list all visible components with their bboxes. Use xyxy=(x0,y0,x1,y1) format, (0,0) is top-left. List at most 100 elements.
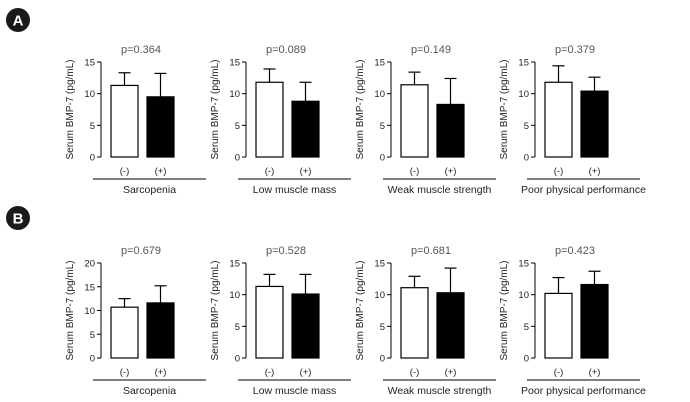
y-tick-label: 20 xyxy=(84,259,95,270)
y-tick-label: 5 xyxy=(380,322,385,333)
chart-title: p=0.528 xyxy=(266,245,306,257)
charts-container: p=0.364 Serum BMP-7 (pg/mL) 0 5 10 15 (-) (+) Sa… xyxy=(65,44,646,397)
bar-positive xyxy=(146,302,175,359)
bar-negative xyxy=(110,84,139,158)
y-axis-label: Serum BMP-7 (pg/mL) xyxy=(355,59,366,159)
category-label: (+) xyxy=(300,166,312,177)
chart-title: p=0.089 xyxy=(266,44,306,56)
category-label: (-) xyxy=(554,367,564,378)
x-axis-label: Poor physical performance xyxy=(521,385,646,397)
panel-label-a: A xyxy=(6,8,30,32)
bar-negative xyxy=(255,81,284,158)
x-axis-label: Weak muscle strength xyxy=(388,184,492,196)
category-label: (+) xyxy=(589,367,601,378)
panel-label-b: B xyxy=(6,206,30,230)
y-tick-label: 15 xyxy=(229,259,240,270)
category-label: (-) xyxy=(410,166,420,177)
chart-panel-a-3: p=0.149 Serum BMP-7 (pg/mL) 0 5 10 15 (-) (+) We… xyxy=(355,44,496,196)
x-axis-label: Poor physical performance xyxy=(521,184,646,196)
x-axis-label: Low muscle mass xyxy=(253,385,336,397)
y-tick-label: 10 xyxy=(374,89,385,100)
chart-title: p=0.681 xyxy=(411,245,451,257)
y-tick-label: 5 xyxy=(524,322,529,333)
chart-panel-a-2: p=0.089 Serum BMP-7 (pg/mL) 0 5 10 15 (-) (+) Lo… xyxy=(210,44,351,196)
bar-negative xyxy=(400,84,429,158)
y-tick-label: 15 xyxy=(374,259,385,270)
chart-title: p=0.149 xyxy=(411,44,451,56)
y-axis-label: Serum BMP-7 (pg/mL) xyxy=(65,59,76,159)
y-tick-label: 10 xyxy=(374,290,385,301)
x-axis-label: Weak muscle strength xyxy=(388,385,492,397)
y-tick-label: 15 xyxy=(84,282,95,293)
y-tick-label: 0 xyxy=(380,354,385,365)
y-tick-label: 5 xyxy=(235,322,240,333)
y-tick-label: 5 xyxy=(90,330,95,341)
y-tick-label: 0 xyxy=(90,354,95,365)
y-tick-label: 5 xyxy=(524,121,529,132)
bar-negative xyxy=(110,306,139,359)
x-axis-label: Sarcopenia xyxy=(123,184,176,196)
y-tick-label: 0 xyxy=(524,354,529,365)
bar-negative xyxy=(544,81,573,158)
y-axis-label: Serum BMP-7 (pg/mL) xyxy=(355,260,366,360)
y-tick-label: 15 xyxy=(84,58,95,69)
bar-positive xyxy=(580,90,609,158)
category-label: (-) xyxy=(410,367,420,378)
y-tick-label: 0 xyxy=(380,153,385,164)
panel-label-b-text: B xyxy=(13,211,24,228)
y-tick-label: 0 xyxy=(235,153,240,164)
y-tick-label: 15 xyxy=(374,58,385,69)
chart-panel-b-3: p=0.681 Serum BMP-7 (pg/mL) 0 5 10 15 (-) (+) We… xyxy=(355,245,496,397)
y-axis-label: Serum BMP-7 (pg/mL) xyxy=(499,260,510,360)
chart-title: p=0.423 xyxy=(555,245,595,257)
y-tick-label: 5 xyxy=(90,121,95,132)
chart-title: p=0.679 xyxy=(121,245,161,257)
y-tick-label: 0 xyxy=(524,153,529,164)
chart-panel-b-4: p=0.423 Serum BMP-7 (pg/mL) 0 5 10 15 (-) (+) Po… xyxy=(499,245,646,397)
bar-positive xyxy=(146,96,175,158)
chart-title: p=0.379 xyxy=(555,44,595,56)
y-tick-label: 10 xyxy=(518,290,529,301)
panel-label-a-text: A xyxy=(13,13,24,30)
panel-label-b-badge xyxy=(6,206,30,230)
y-tick-label: 10 xyxy=(84,89,95,100)
category-label: (-) xyxy=(120,166,130,177)
panel-label-a-badge xyxy=(6,8,30,32)
bar-positive xyxy=(436,292,465,359)
category-label: (+) xyxy=(589,166,601,177)
y-tick-label: 15 xyxy=(518,58,529,69)
y-tick-label: 5 xyxy=(380,121,385,132)
chart-panel-a-1: p=0.364 Serum BMP-7 (pg/mL) 0 5 10 15 (-) (+) Sa… xyxy=(65,44,206,196)
category-label: (-) xyxy=(120,367,130,378)
y-tick-label: 5 xyxy=(235,121,240,132)
chart-panel-b-2: p=0.528 Serum BMP-7 (pg/mL) 0 5 10 15 (-) (+) Lo… xyxy=(210,245,351,397)
category-label: (+) xyxy=(300,367,312,378)
chart-panel-b-1: p=0.679 Serum BMP-7 (pg/mL) 0 5 10 15 20 (-) (+)… xyxy=(65,245,206,397)
y-axis-label: Serum BMP-7 (pg/mL) xyxy=(210,59,221,159)
y-axis-label: Serum BMP-7 (pg/mL) xyxy=(65,260,76,360)
category-label: (+) xyxy=(155,166,167,177)
x-axis-label: Sarcopenia xyxy=(123,385,176,397)
bar-positive xyxy=(291,100,320,158)
x-axis-label: Low muscle mass xyxy=(253,184,336,196)
y-tick-label: 10 xyxy=(84,306,95,317)
category-label: (-) xyxy=(265,166,275,177)
category-label: (+) xyxy=(445,166,457,177)
bar-positive xyxy=(580,283,609,359)
category-label: (-) xyxy=(265,367,275,378)
bar-positive xyxy=(436,103,465,158)
chart-panel-a-4: p=0.379 Serum BMP-7 (pg/mL) 0 5 10 15 (-) (+) Po… xyxy=(499,44,646,196)
category-label: (+) xyxy=(155,367,167,378)
y-tick-label: 15 xyxy=(229,58,240,69)
bar-negative xyxy=(255,285,284,359)
category-label: (+) xyxy=(445,367,457,378)
y-axis-label: Serum BMP-7 (pg/mL) xyxy=(499,59,510,159)
y-tick-label: 0 xyxy=(235,354,240,365)
bar-positive xyxy=(291,293,320,359)
bar-negative xyxy=(544,292,573,359)
category-label: (-) xyxy=(554,166,564,177)
bar-negative xyxy=(400,287,429,359)
chart-title: p=0.364 xyxy=(121,44,161,56)
y-tick-label: 0 xyxy=(90,153,95,164)
